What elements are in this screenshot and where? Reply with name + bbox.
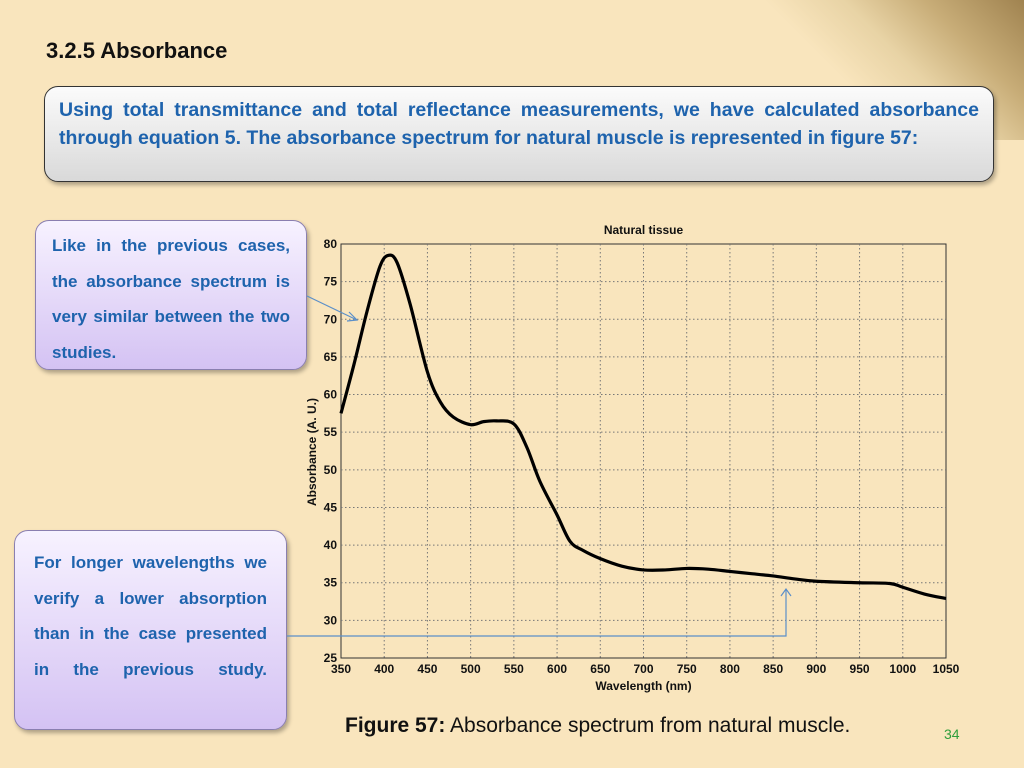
y-tick-label: 75	[324, 275, 338, 289]
y-tick-label: 30	[324, 613, 338, 627]
x-tick-label: 650	[590, 662, 610, 676]
callout-arrowhead-2	[780, 587, 792, 597]
y-tick-label: 40	[324, 538, 338, 552]
caption-text: Absorbance spectrum from natural muscle.	[445, 714, 851, 737]
page-number: 34	[944, 726, 960, 742]
y-tick-label: 55	[324, 425, 338, 439]
intro-box: Using total transmittance and total refl…	[44, 86, 994, 182]
x-tick-label: 600	[547, 662, 567, 676]
figure-caption: Figure 57: Absorbance spectrum from natu…	[345, 714, 850, 738]
y-tick-label: 65	[324, 350, 338, 364]
x-tick-label: 850	[763, 662, 783, 676]
x-tick-label: 950	[850, 662, 870, 676]
y-tick-label: 50	[324, 463, 338, 477]
y-tick-label: 25	[324, 651, 338, 665]
x-tick-label: 350	[331, 662, 351, 676]
x-tick-label: 1050	[933, 662, 960, 676]
x-tick-label: 400	[374, 662, 394, 676]
y-tick-label: 80	[324, 237, 338, 251]
x-axis-label: Wavelength (nm)	[595, 679, 691, 693]
x-tick-label: 450	[417, 662, 437, 676]
y-axis-label: Absorbance (A. U.)	[305, 398, 319, 506]
callout-arrow-line-1	[306, 295, 358, 321]
x-tick-label: 550	[504, 662, 524, 676]
y-tick-label: 35	[324, 576, 338, 590]
x-tick-label: 900	[806, 662, 826, 676]
note-box-longer-wavelengths: For longer wavelengths we verify a lower…	[14, 530, 287, 730]
y-tick-label: 60	[324, 388, 338, 402]
callout-arrowhead-1	[346, 311, 359, 322]
absorbance-series-line	[339, 253, 947, 601]
slide-heading: 3.2.5 Absorbance	[46, 38, 228, 63]
plot-frame	[340, 243, 947, 659]
y-tick-label: 70	[324, 312, 338, 326]
x-tick-label: 750	[677, 662, 697, 676]
x-tick-label: 700	[633, 662, 653, 676]
callout-arrow-line-2	[287, 589, 787, 637]
x-tick-label: 500	[461, 662, 481, 676]
chart-title: Natural tissue	[604, 223, 684, 237]
note-box-similarity: Like in the previous cases, the absorban…	[35, 220, 307, 370]
caption-label: Figure 57:	[345, 714, 446, 737]
y-tick-label: 45	[324, 500, 338, 514]
x-tick-label: 1000	[889, 662, 916, 676]
x-tick-label: 800	[720, 662, 740, 676]
